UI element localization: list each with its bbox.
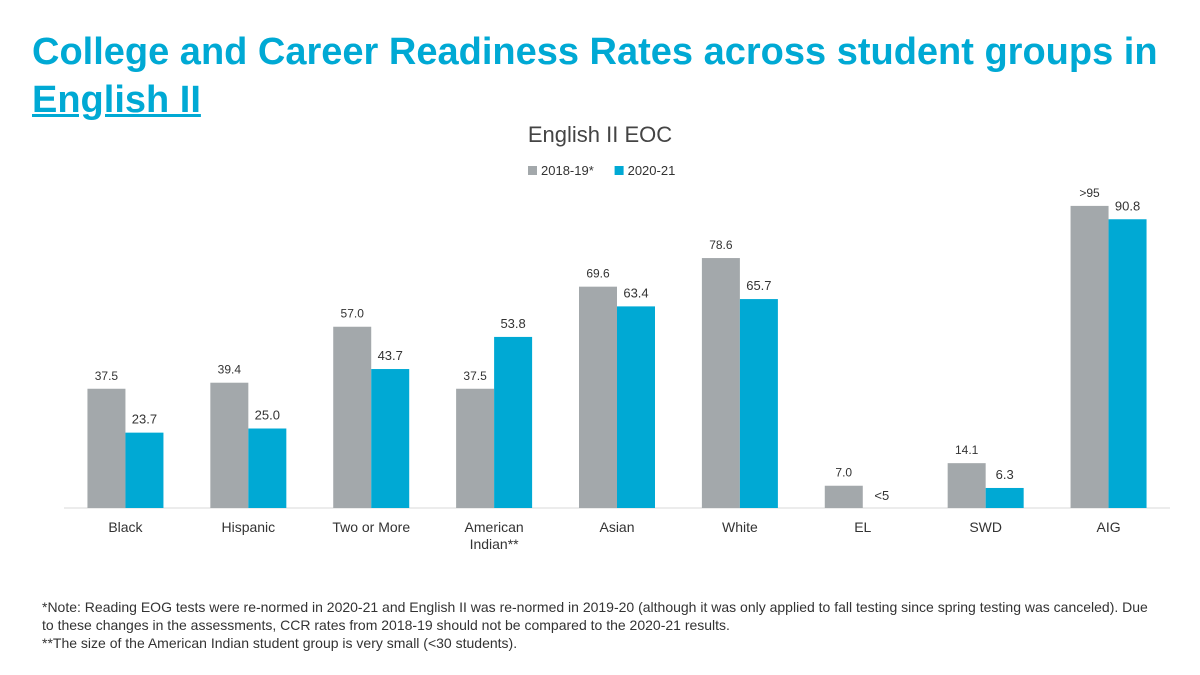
- bar-2-5: [739, 299, 778, 508]
- legend-label-1: 2018-19*: [541, 163, 594, 178]
- x-tick-label-5: White: [722, 519, 758, 535]
- bar-1-8: [1070, 205, 1109, 508]
- legend-swatch-2: [614, 166, 624, 175]
- bar-1-4: [579, 286, 617, 508]
- data-label-1-8: >95: [1079, 186, 1100, 200]
- bar-1-5: [701, 258, 740, 508]
- bar-1-3: [456, 388, 495, 508]
- data-label-1-4: 69.6: [586, 267, 610, 281]
- data-label-2-5: 65.7: [746, 278, 771, 293]
- data-label-1-7: 14.1: [955, 443, 979, 457]
- data-label-1-6: 7.0: [835, 466, 852, 480]
- footnote: *Note: Reading EOG tests were re-normed …: [42, 598, 1162, 652]
- bar-chart: English II EOC 2018-19* 2020-21 37.5 23.7 Bla…: [64, 122, 1170, 552]
- slide-title: College and Career Readiness Rates acros…: [32, 28, 1182, 124]
- chart-title: English II EOC: [528, 122, 672, 147]
- bar-1-1: [210, 382, 249, 508]
- x-tick-label-2: Two or More: [332, 519, 410, 535]
- data-label-2-3: 53.8: [500, 316, 525, 331]
- x-tick-label-0: Black: [108, 519, 143, 535]
- x-tick-label-6: EL: [854, 519, 871, 535]
- x-tick-label-7: SWD: [969, 519, 1002, 535]
- bar-1-7: [947, 463, 986, 508]
- x-tick-label-4: Asian: [599, 519, 634, 535]
- data-label-1-5: 78.6: [709, 238, 733, 252]
- footnote-line-1: *Note: Reading EOG tests were re-normed …: [42, 599, 1148, 633]
- x-tick-label-1: Hispanic: [221, 519, 275, 535]
- data-label-1-3: 37.5: [463, 369, 487, 383]
- bar-1-6: [824, 485, 863, 508]
- slide-title-text: College and Career Readiness Rates acros…: [32, 31, 1158, 73]
- bar-2-3: [494, 336, 533, 508]
- x-tick-label-8: AIG: [1096, 519, 1120, 535]
- english-ii-link[interactable]: English II: [32, 79, 201, 121]
- bar-2-0: [125, 432, 164, 508]
- bar-2-4: [617, 306, 655, 508]
- bar-1-2: [333, 326, 372, 508]
- data-label-1-0: 37.5: [95, 369, 119, 383]
- x-tick-label-3-1: Indian**: [470, 536, 520, 552]
- footnote-line-2: **The size of the American Indian studen…: [42, 635, 518, 651]
- data-label-2-6: <5: [874, 488, 889, 503]
- data-label-2-4: 63.4: [623, 285, 648, 300]
- bar-2-2: [371, 369, 410, 508]
- bar-1-0: [87, 388, 126, 508]
- bar-2-8: [1108, 219, 1147, 509]
- legend-label-2: 2020-21: [628, 163, 676, 178]
- data-label-2-0: 23.7: [132, 412, 157, 427]
- data-label-1-2: 57.0: [341, 307, 365, 321]
- data-label-2-8: 90.8: [1115, 198, 1140, 213]
- bar-2-7: [985, 487, 1024, 508]
- data-label-2-1: 25.0: [255, 408, 280, 423]
- data-label-2-7: 6.3: [996, 467, 1014, 482]
- data-label-1-1: 39.4: [218, 363, 242, 377]
- data-label-2-2: 43.7: [378, 348, 403, 363]
- x-tick-label-3: American: [465, 519, 524, 535]
- legend-swatch-1: [528, 166, 537, 175]
- bar-2-1: [248, 428, 287, 508]
